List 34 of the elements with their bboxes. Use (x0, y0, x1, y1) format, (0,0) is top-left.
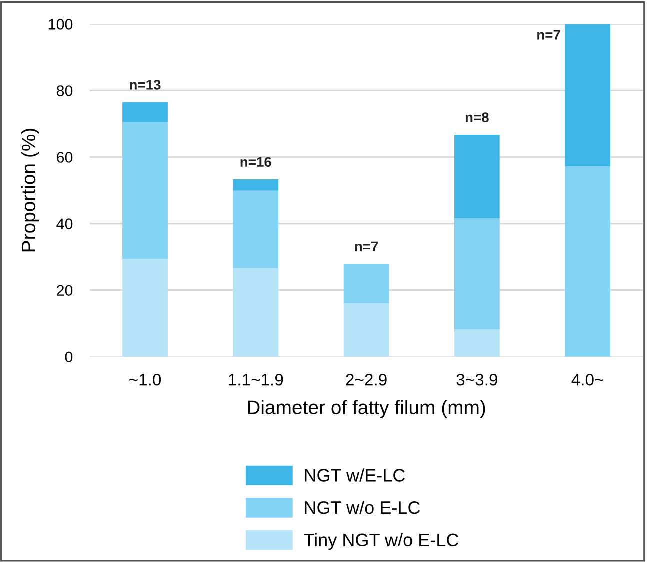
x-tick-label: 1.1~1.9 (229, 374, 284, 386)
bar (122, 259, 168, 357)
bar (454, 134, 500, 218)
bar (122, 122, 168, 260)
bar (233, 268, 279, 357)
y-tick-label: 80 (56, 86, 73, 96)
y-tick-label: 40 (56, 218, 73, 230)
bar (344, 264, 390, 304)
legend-label: NGT w/o E-LC (305, 500, 420, 514)
x-tick-label: 3~3.9 (456, 374, 498, 386)
annotation: n=16 (240, 157, 272, 168)
bar (344, 304, 390, 357)
annotation: n=13 (130, 80, 161, 90)
x-tick-label: ~1.0 (130, 374, 162, 386)
bar (233, 180, 279, 191)
bar (122, 102, 168, 122)
annotation: n=7 (355, 242, 378, 252)
bar (233, 190, 279, 268)
bar (565, 24, 610, 167)
y-tick-label: 0 (65, 352, 73, 363)
y-tick-label: 60 (57, 152, 73, 163)
legend-label: NGT w/E-LC (305, 468, 406, 482)
y-axis-title: Proportion (%) (21, 129, 40, 252)
y-tick-label: 100 (48, 19, 73, 30)
y-tick-label: 20 (57, 285, 73, 296)
x-tick-label: 2~2.9 (346, 374, 387, 386)
x-axis-title: Diameter of fatty filum (mm) (248, 400, 486, 418)
annotation: n=8 (466, 112, 489, 122)
annotation: n=7 (538, 30, 560, 40)
x-tick-label: 4.0~ (572, 374, 604, 386)
bar (565, 166, 610, 357)
legend-label: Tiny NGT w/o E-LC (304, 533, 459, 550)
bar (454, 218, 500, 330)
bar (454, 330, 500, 357)
